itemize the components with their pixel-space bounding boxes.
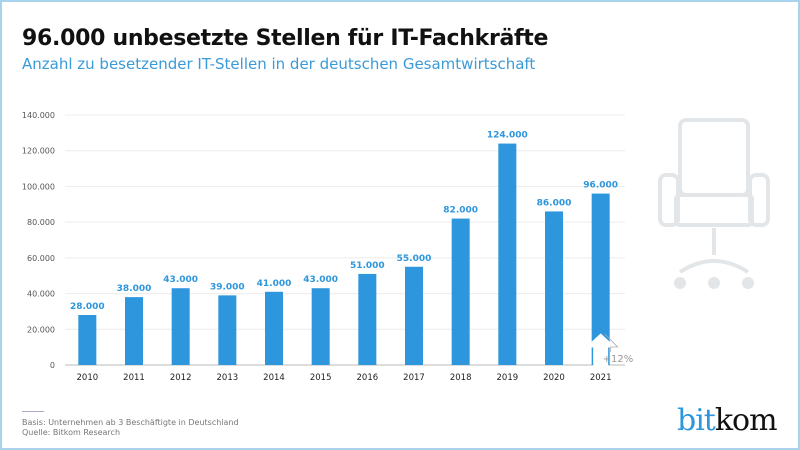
office-chair-icon bbox=[658, 118, 770, 289]
x-tick-label: 2018 bbox=[450, 373, 472, 383]
footer-divider bbox=[22, 411, 44, 412]
y-tick-label: 60.000 bbox=[27, 254, 55, 263]
y-tick-label: 120.000 bbox=[22, 147, 55, 156]
y-tick-label: 0 bbox=[50, 361, 55, 370]
x-tick-label: 2012 bbox=[170, 373, 192, 383]
data-label: 39.000 bbox=[210, 282, 245, 292]
bar-2019 bbox=[498, 143, 517, 365]
bar-2014 bbox=[265, 291, 283, 365]
bar-2018 bbox=[451, 218, 470, 365]
bar-2013 bbox=[218, 295, 237, 365]
bar-2016 bbox=[358, 273, 377, 365]
x-tick-label: 2016 bbox=[357, 373, 379, 383]
footer-source: Quelle: Bitkom Research bbox=[22, 428, 121, 437]
x-tick-label: 2017 bbox=[403, 373, 425, 383]
data-label: 51.000 bbox=[350, 261, 385, 271]
y-tick-label: 100.000 bbox=[22, 182, 55, 191]
x-tick-label: 2021 bbox=[590, 373, 612, 383]
bar-2012 bbox=[171, 288, 190, 365]
chart-title: 96.000 unbesetzte Stellen für IT-Fachkrä… bbox=[22, 26, 549, 51]
bar-2010 bbox=[78, 315, 97, 365]
x-tick-label: 2013 bbox=[217, 373, 239, 383]
data-label: 43.000 bbox=[303, 275, 338, 285]
data-label: 41.000 bbox=[257, 279, 292, 289]
data-label: 38.000 bbox=[117, 284, 152, 294]
bar-2017 bbox=[405, 266, 423, 365]
growth-annotation: +12% bbox=[603, 354, 634, 365]
x-tick-label: 2011 bbox=[123, 373, 145, 383]
y-tick-label: 80.000 bbox=[27, 218, 55, 227]
data-label: 86.000 bbox=[537, 198, 572, 208]
bitkom-logo: bitkom bbox=[677, 403, 778, 438]
data-label: 28.000 bbox=[70, 302, 105, 312]
data-label: 96.000 bbox=[583, 181, 618, 191]
y-tick-label: 140.000 bbox=[22, 111, 55, 120]
data-label: 55.000 bbox=[397, 254, 432, 264]
x-tick-label: 2020 bbox=[543, 373, 565, 383]
x-tick-label: 2010 bbox=[77, 373, 99, 383]
chart-subtitle: Anzahl zu besetzender IT-Stellen in der … bbox=[22, 55, 536, 73]
data-label: 82.000 bbox=[443, 206, 478, 216]
y-tick-label: 20.000 bbox=[27, 325, 55, 334]
data-label: 43.000 bbox=[163, 275, 198, 285]
y-tick-label: 40.000 bbox=[27, 290, 55, 299]
x-tick-label: 2014 bbox=[263, 373, 285, 383]
bar-2011 bbox=[125, 297, 143, 365]
arrow-up-icon bbox=[585, 333, 616, 366]
x-tick-label: 2015 bbox=[310, 373, 332, 383]
bar-2020 bbox=[545, 211, 563, 365]
data-label: 124.000 bbox=[487, 131, 528, 141]
x-tick-label: 2019 bbox=[497, 373, 519, 383]
bar-2015 bbox=[311, 288, 330, 365]
bar-2021 bbox=[591, 193, 610, 365]
arrow-outline bbox=[604, 333, 619, 352]
footer-basis: Basis: Unternehmen ab 3 Beschäftigte in … bbox=[22, 418, 239, 427]
